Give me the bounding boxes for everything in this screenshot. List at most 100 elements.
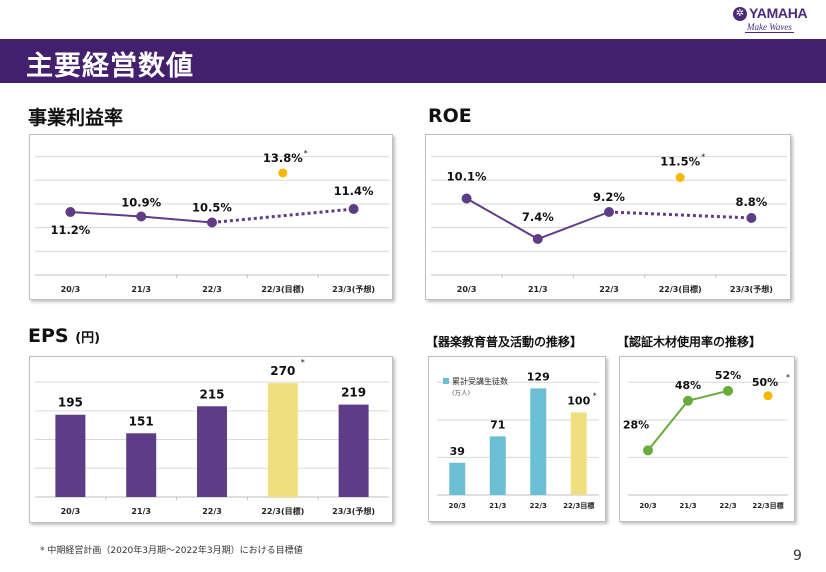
target-note: * [701,153,705,162]
eps-chart: 20/3 21/3 22/3 22/3(目標) 23/3(予想) 195 151 215 270… [29,356,393,523]
target-note: * [304,149,308,158]
data-label: 52% [715,369,741,382]
actual-point [723,385,733,396]
x-tick-label: 21/3 [131,285,151,294]
actual-point [207,217,217,228]
actual-point [461,193,472,204]
bar-value-label: 219 [341,386,366,400]
data-label: 48% [675,379,701,392]
bar [55,414,86,497]
data-label: 11.2% [50,223,90,237]
target-note: * [786,373,790,382]
x-tick-label: 20/3 [639,502,656,510]
x-tick-label: 22/3 [202,507,222,516]
actual-point [604,207,614,217]
data-label: 10.1% [447,170,487,184]
target-point [278,168,288,178]
x-tick-label: 20/3 [449,502,466,510]
actual-point [532,234,543,244]
data-label: 11.5% [660,155,700,169]
page-title: 主要経営数値 [26,51,194,82]
x-tick-label: 20/3 [61,285,81,294]
yamaha-logo: ✲ YAMAHA Make Waves [733,5,823,35]
data-label: 8.8% [735,195,767,209]
music-education-chart: 20/3 21/3 22/3 22/3目標 39 71 129 100 * 累計受講生徒数 (万人) [428,356,606,522]
x-tick-label: 23/3(予想) [332,506,375,516]
bar-value-label: 151 [129,414,154,428]
forecast-line [608,210,752,220]
x-tick-label: 22/3 [202,285,222,294]
x-tick-label: 21/3 [679,502,696,510]
bar-value-label: 215 [199,387,224,401]
logo-tagline: Make Waves [745,22,794,33]
legend-unit: (万人) [452,389,470,397]
data-label: 9.2% [593,190,625,204]
x-tick-label: 21/3 [528,285,548,294]
legend-label: 累計受講生徒数 [452,376,508,386]
bar [338,404,369,497]
x-tick-label: 20/3 [61,507,81,516]
bar [449,462,466,495]
operating-margin-chart: 20/3 21/3 22/3 22/3(目標) 23/3(予想) 11.2% 10.9% 10… [29,134,393,300]
data-label: 13.8% [263,151,303,165]
legend-swatch [443,378,449,384]
music-education-svg: 20/3 21/3 22/3 22/3目標 39 71 129 100 * 累計受講生徒数 (万人) [437,370,599,510]
x-tick-label: 22/3(目標) [261,284,304,294]
forecast-line [211,207,354,224]
data-label: 50% [752,376,778,389]
x-tick-label: 23/3(予想) [332,284,375,294]
data-label: 28% [623,418,649,431]
x-tick-label: 22/3 [719,502,736,510]
operating-margin-svg: 20/3 21/3 22/3 22/3(目標) 23/3(予想) 11.2% 10.9% 10… [35,149,389,294]
target-note: * [301,358,305,367]
eps-title-text: EPS [28,325,69,347]
x-tick-label: 20/3 [457,285,477,294]
actual-point [136,211,147,222]
target-note: * [593,391,597,400]
x-tick-label: 22/3(目標) [261,506,304,516]
certified-wood-chart: 20/3 21/3 22/3 22/3目標 28% 48% 52% 50% * [619,356,795,522]
page-number: 9 [793,548,802,564]
x-tick-label: 22/3(目標) [659,284,702,294]
footnote: * 中期経営計画（2020年3月期～2022年3月期）における目標値 [40,546,303,556]
bar-value-label: 270 [270,364,295,378]
eps-unit: (円) [75,331,101,346]
bar [530,388,547,495]
operating-margin-title: 事業利益率 [28,107,124,129]
roe-svg: 20/3 21/3 22/3 22/3(目標) 23/3(予想) 10.1% 7.4% 9.2… [431,153,787,294]
bar-value-label: 39 [450,445,465,458]
x-tick-label: 21/3 [131,507,151,516]
x-tick-label: 22/3 [530,502,547,510]
data-label: 10.9% [121,196,161,210]
actual-point [65,207,76,217]
eps-title: EPS (円) [28,325,100,347]
data-label: 11.4% [334,184,374,198]
logo-name: YAMAHA [749,5,808,21]
bar [489,436,506,495]
x-tick-label: 22/3目標 [752,501,783,510]
target-point [763,391,773,401]
bar-value-label: 71 [490,418,505,431]
forecast-point [348,204,359,214]
forecast-point [746,213,757,223]
bar-value-label: 100 [567,394,590,407]
bar-value-label: 129 [527,370,550,383]
bar-value-label: 195 [58,396,83,410]
data-label: 7.4% [522,210,554,224]
bar [570,412,587,495]
bar [267,383,298,497]
x-tick-label: 22/3目標 [563,501,594,510]
roe-title: ROE [428,105,472,127]
eps-svg: 20/3 21/3 22/3 22/3(目標) 23/3(予想) 195 151 215 270… [35,358,389,516]
actual-point [683,395,693,406]
target-point [675,173,685,182]
x-tick-label: 21/3 [489,502,506,510]
music-education-title: 【器楽教育普及活動の推移】 [426,335,583,349]
bar [197,406,227,497]
certified-wood-svg: 20/3 21/3 22/3 22/3目標 28% 48% 52% 50% * [623,369,790,510]
data-label: 10.5% [192,201,232,215]
roe-chart: 20/3 21/3 22/3 22/3(目標) 23/3(予想) 10.1% 7.4% 9.2… [425,134,791,300]
x-tick-label: 23/3(予想) [730,284,773,294]
tuning-fork-icon: ✲ [733,7,747,21]
title-bar: 主要経営数値 [0,39,826,83]
